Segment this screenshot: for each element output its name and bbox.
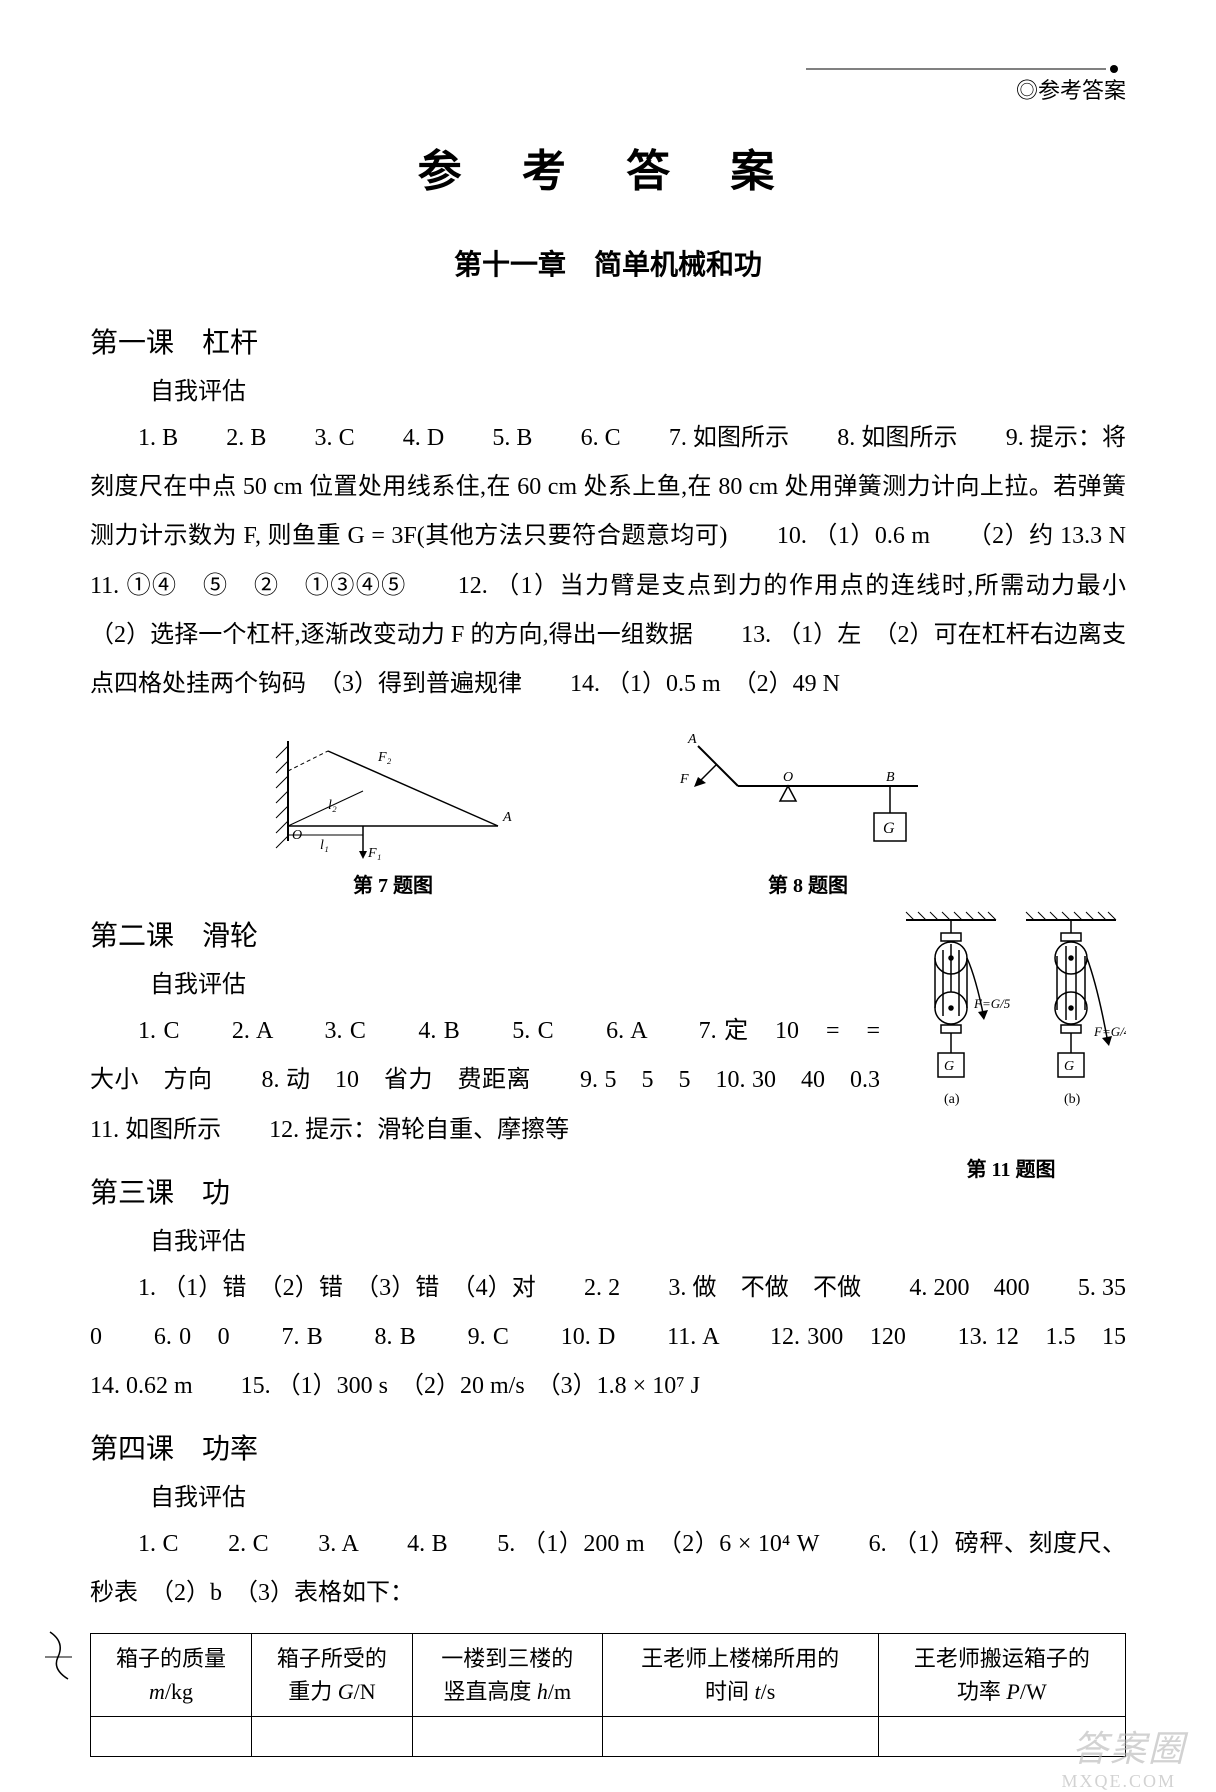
lesson4-answers: 1. C 2. C 3. A 4. B 5. （1）200 m （2）6 × 1… xyxy=(90,1520,1126,1618)
fig8-caption: 第 8 题图 xyxy=(668,869,948,898)
lesson3-answers: 1. （1）错 （2）错 （3）错 （4）对 2. 2 3. 做 不做 不做 4… xyxy=(90,1264,1126,1412)
col2-l1: 箱子所受的 xyxy=(277,1646,387,1671)
svg-text:F₂: F₂ xyxy=(377,750,392,765)
table-cell xyxy=(602,1716,878,1756)
figure-7: l₂ l₁ F₁ F₂ A O 第 7 题图 xyxy=(268,731,518,898)
table-col3: 一楼到三楼的竖直高度 h/m xyxy=(412,1633,602,1716)
svg-text:B: B xyxy=(886,770,895,785)
lesson1-answers: 1. B 2. B 3. C 4. D 5. B 6. C 7. 如图所示 8.… xyxy=(90,414,1126,709)
lesson1-sub: 自我评估 xyxy=(150,371,1126,406)
table-col2: 箱子所受的重力 G/N xyxy=(251,1633,412,1716)
table-cell xyxy=(251,1716,412,1756)
col3-l1: 一楼到三楼的 xyxy=(441,1646,573,1671)
svg-text:G: G xyxy=(1064,1059,1074,1074)
figures-row: l₂ l₁ F₁ F₂ A O 第 7 题图 A F xyxy=(90,731,1126,898)
lesson4-table: 箱子的质量m/kg 箱子所受的重力 G/N 一楼到三楼的竖直高度 h/m 王老师… xyxy=(90,1633,1126,1757)
svg-text:l₁: l₁ xyxy=(320,838,329,853)
fig11-caption: 第 11 题图 xyxy=(896,1153,1126,1182)
table-cell xyxy=(91,1716,252,1756)
col5-l1: 王老师搬运箱子的 xyxy=(914,1646,1090,1671)
side-sub-b: (b) xyxy=(1064,1092,1081,1107)
chapter-title: 第十一章 简单机械和功 xyxy=(90,243,1126,283)
lesson4-title: 第四课 功率 xyxy=(90,1427,1126,1467)
side-sub-a: (a) xyxy=(944,1092,960,1107)
col1-l1: 箱子的质量 xyxy=(116,1646,226,1671)
fig7-caption: 第 7 题图 xyxy=(268,869,518,898)
side-label-b: F=G/4 xyxy=(1093,1024,1126,1039)
svg-text:A: A xyxy=(502,810,512,825)
lesson2-block: G F=G/5 (a) xyxy=(90,914,1126,1155)
svg-text:F: F xyxy=(679,772,689,787)
table-col1: 箱子的质量m/kg xyxy=(91,1633,252,1716)
svg-text:O: O xyxy=(292,828,302,843)
table-cell xyxy=(412,1716,602,1756)
lesson4-sub: 自我评估 xyxy=(150,1477,1126,1512)
watermark: 答案圈 xyxy=(1072,1720,1186,1772)
figure-8: A F O B G 第 8 题图 xyxy=(668,731,948,898)
col4-l1: 王老师上楼梯所用的 xyxy=(641,1646,839,1671)
svg-text:G: G xyxy=(944,1059,954,1074)
svg-text:F₁: F₁ xyxy=(367,846,381,861)
table-col5: 王老师搬运箱子的功率 P/W xyxy=(878,1633,1125,1716)
svg-text:l₂: l₂ xyxy=(328,798,337,813)
main-title: 参 考 答 案 xyxy=(90,135,1126,199)
side-label-a: F=G/5 xyxy=(973,996,1011,1011)
table-col4: 王老师上楼梯所用的时间 t/s xyxy=(602,1633,878,1716)
svg-text:O: O xyxy=(783,770,793,785)
lesson1-title: 第一课 杠杆 xyxy=(90,321,1126,361)
svg-text:A: A xyxy=(687,732,697,747)
binding-mark xyxy=(40,1627,80,1692)
figure-11: G F=G/5 (a) xyxy=(896,908,1126,1182)
svg-text:G: G xyxy=(883,820,895,837)
lesson3-sub: 自我评估 xyxy=(150,1221,1126,1256)
col1-l2: m xyxy=(149,1679,165,1704)
watermark-sub: MXQE.COM xyxy=(1061,1771,1176,1792)
